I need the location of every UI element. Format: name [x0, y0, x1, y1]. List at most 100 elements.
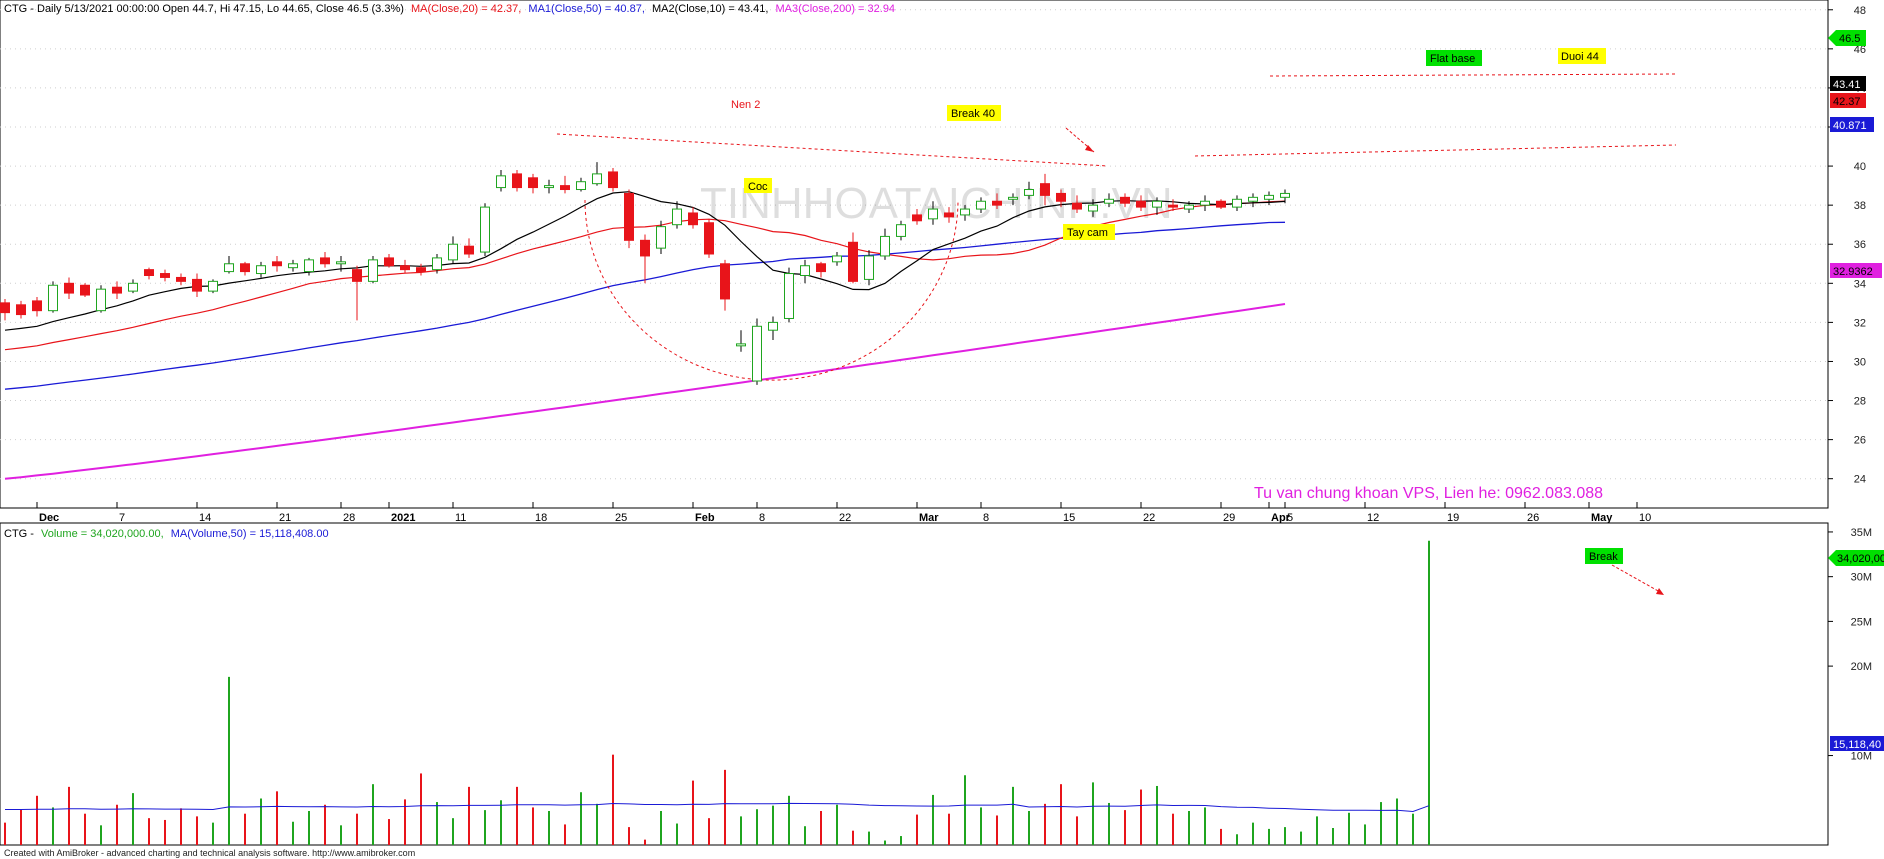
candle-up	[896, 224, 906, 237]
candle-up	[368, 259, 378, 282]
candle-up	[1008, 196, 1018, 200]
date-tick-label: 21	[279, 512, 291, 524]
candle-up	[928, 208, 938, 220]
candles	[0, 162, 1290, 385]
ma20-tag-label: 42.37	[1833, 96, 1861, 108]
price-info-line: CTG - Daily 5/13/2021 00:00:00 Open 44.7…	[4, 3, 895, 15]
annotation-break-bg	[1585, 548, 1623, 564]
ma200-tag-label: 32.9362	[1833, 266, 1873, 278]
candle-down	[112, 286, 122, 294]
annotation-flatbase-bg	[1426, 50, 1482, 66]
price-tick-label: 34	[1854, 278, 1866, 290]
handle-trendline	[556, 133, 1109, 167]
volume-axis: 10M 20M 25M 30M 35M	[1828, 527, 1872, 763]
break-arrow	[1611, 564, 1661, 593]
price-tick-label: 46	[1854, 44, 1866, 56]
candle-down	[0, 302, 10, 314]
candle-up	[1200, 200, 1210, 206]
annotation-coc: Coc	[748, 181, 768, 193]
ma20-info: MA(Close,20) = 42.37,	[411, 3, 521, 15]
last-volume-label: 34,020,00	[1837, 553, 1884, 565]
annotation-duoi44-bg	[1558, 48, 1606, 64]
candle-up	[1232, 198, 1242, 208]
candle-down	[944, 212, 954, 218]
candle-up	[96, 288, 106, 312]
candle-up	[880, 235, 890, 257]
candle-up	[1088, 204, 1098, 212]
date-tick-label: 25	[615, 512, 627, 524]
candle-up	[784, 273, 794, 319]
date-axis: Dec 7 14 21 28 2021 11 18 25 Feb 8 22 Mar 8 15 22 29 Apr5…	[36, 502, 1651, 524]
candle-up	[1184, 204, 1194, 210]
candle-up	[48, 284, 58, 312]
candle-down	[32, 300, 42, 312]
date-tick-label: 12	[1367, 512, 1379, 524]
annotation-taycam-bg	[1063, 224, 1115, 240]
candle-up	[224, 263, 234, 273]
candle-down	[1168, 204, 1178, 208]
price-tick-label: 24	[1854, 474, 1866, 486]
date-tick-label: May	[1591, 512, 1613, 524]
candle-down	[240, 263, 250, 273]
date-tick-label: 29	[1223, 512, 1235, 524]
candle-up	[448, 243, 458, 261]
candle-down	[16, 304, 26, 316]
candle-down	[512, 173, 522, 189]
candle-down	[400, 265, 410, 271]
candle-up	[1152, 200, 1162, 208]
candle-up	[672, 208, 682, 226]
date-tick-label: 28	[343, 512, 355, 524]
candle-up	[288, 263, 298, 269]
volume-info-line: CTG - Volume = 34,020,000.00, MA(Volume,…	[4, 528, 329, 540]
volume-tick-label: 35M	[1851, 527, 1872, 539]
candle-up	[432, 257, 442, 271]
annotation-break40-bg	[947, 105, 1001, 121]
candle-down	[704, 222, 714, 255]
price-panel: 24262830323436384042444648 Dec7142128202…	[0, 0, 1882, 524]
candle-up	[864, 255, 874, 280]
date-tick-label: 7	[119, 512, 125, 524]
date-tick-label: 26	[1527, 512, 1539, 524]
annotation-break40: Break 40	[951, 108, 995, 120]
candle-up	[1280, 192, 1290, 198]
candle-up	[976, 200, 986, 210]
price-tick-label: 40	[1854, 161, 1866, 173]
candle-down	[352, 269, 362, 282]
candle-down	[992, 200, 1002, 206]
date-tick-label: 15	[1063, 512, 1075, 524]
candle-down	[192, 278, 202, 292]
candle-down	[640, 239, 650, 257]
candle-up	[544, 185, 554, 189]
footer-credit: Created with AmiBroker - advanced charti…	[4, 848, 415, 858]
flat-base-bottom	[1194, 144, 1677, 157]
candle-down	[272, 261, 282, 267]
candle-down	[720, 263, 730, 300]
annotation-taycam: Tay cam	[1067, 227, 1108, 239]
ma200-tag	[1830, 263, 1882, 278]
date-tick-label: 18	[535, 512, 547, 524]
advisor-text: Tu van chung khoan VPS, Lien he: 0962.08…	[1254, 485, 1603, 502]
candle-down	[160, 273, 170, 278]
last-close-label: 46.5	[1839, 33, 1860, 45]
annotation-break: Break	[1589, 551, 1618, 563]
cup-arc	[584, 199, 959, 381]
date-tick-label: 8	[983, 512, 989, 524]
candle-up	[576, 181, 586, 191]
ma10-line	[4, 191, 1286, 331]
candle-up	[592, 173, 602, 185]
candle-down	[912, 214, 922, 222]
ma20-tag	[1830, 93, 1866, 108]
ma10-tag-label: 43.41	[1833, 79, 1861, 91]
price-tick-label: 26	[1854, 435, 1866, 447]
ma10-info: MA2(Close,10) = 43.41,	[652, 3, 768, 15]
candle-up	[496, 175, 506, 189]
volume-panel: 10M 20M 25M 30M 35M Break 34,020,00 15,118,4…	[0, 522, 1884, 846]
volume-ma-info: MA(Volume,50) = 15,118,408.00	[171, 528, 329, 540]
ma50-tag-label: 40.871	[1833, 120, 1867, 132]
volume-tick-label: 20M	[1851, 661, 1872, 673]
break-arrow-head	[1656, 588, 1664, 595]
candle-down	[816, 263, 826, 273]
date-tick-label: Dec	[39, 512, 59, 524]
candle-down	[80, 284, 90, 296]
